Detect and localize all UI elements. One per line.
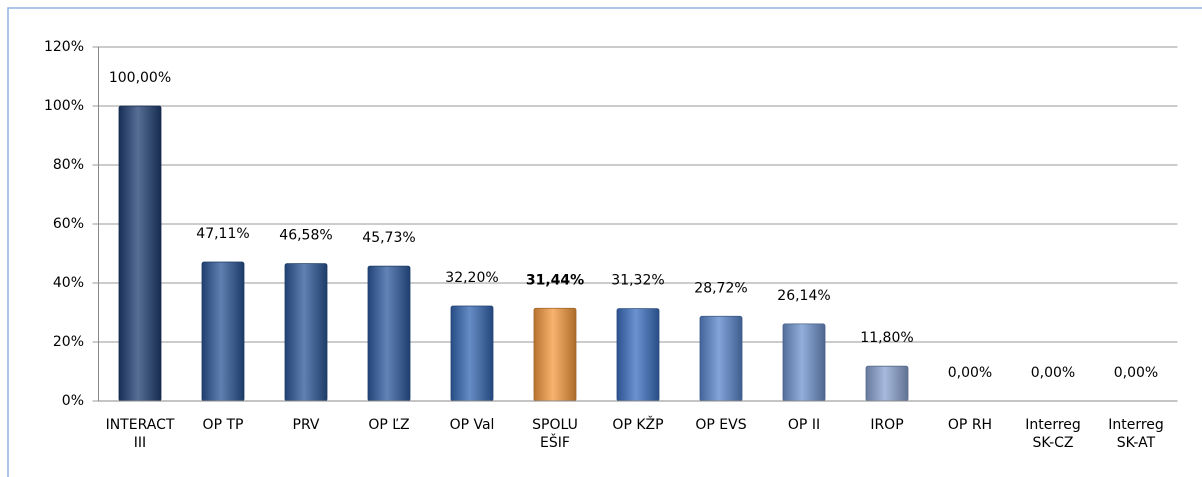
bar (367, 265, 411, 402)
value-label: 0,00% (948, 365, 992, 381)
x-tick-label: PRV (293, 417, 320, 433)
bar (865, 365, 909, 402)
frame (7, 7, 1202, 477)
x-tick-label: Interreg SK-CZ (1025, 417, 1081, 451)
value-label: 26,14% (777, 288, 830, 304)
x-tick-label: OP EVS (695, 417, 746, 433)
value-label: 11,80% (860, 330, 913, 346)
y-tick-label: 40% (53, 275, 84, 291)
value-label: 100,00% (109, 70, 171, 86)
value-label: 45,73% (362, 230, 415, 246)
y-tick-label: 60% (53, 216, 84, 232)
value-label: 32,20% (445, 270, 498, 286)
x-tick-label: OP ĽZ (368, 417, 409, 433)
value-label: 47,11% (196, 226, 249, 242)
value-label: 0,00% (1031, 365, 1075, 381)
value-label: 28,72% (694, 280, 747, 296)
bar (533, 307, 577, 402)
bar (616, 308, 660, 402)
x-tick-label: Interreg SK-AT (1108, 417, 1164, 451)
x-tick-label: OP Val (450, 417, 495, 433)
bar (284, 263, 328, 402)
y-tick-label: 80% (53, 157, 84, 173)
x-tick-label: INTERACT III (106, 417, 175, 451)
x-tick-label: SPOLU EŠIF (532, 417, 578, 451)
bar (201, 261, 245, 402)
y-tick-label: 0% (62, 393, 84, 409)
x-tick-label: OP RH (948, 417, 992, 433)
x-tick-label: IROP (870, 417, 903, 433)
y-tick-label: 20% (53, 334, 84, 350)
value-label: 0,00% (1114, 365, 1158, 381)
y-tick-label: 120% (44, 39, 84, 55)
y-tick-label: 100% (44, 98, 84, 114)
bar (782, 323, 826, 402)
x-tick-label: OP TP (203, 417, 244, 433)
x-tick-label: OP II (788, 417, 820, 433)
x-tick-label: OP KŽP (612, 415, 663, 433)
value-label: 31,32% (611, 273, 664, 289)
bar (699, 315, 743, 402)
value-label: 46,58% (279, 228, 332, 244)
value-label: 31,44% (526, 272, 584, 288)
bar (118, 105, 162, 402)
bar (450, 305, 494, 402)
